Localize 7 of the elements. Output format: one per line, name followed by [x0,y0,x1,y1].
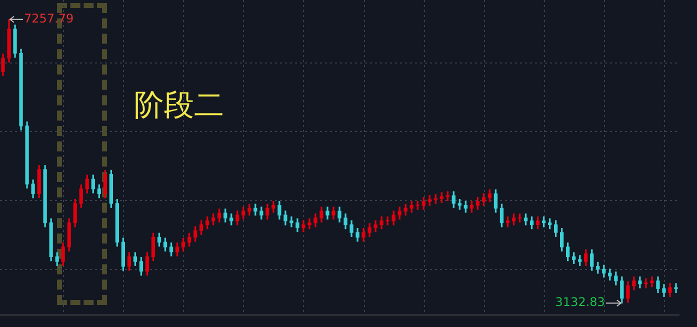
candlestick [674,283,678,294]
annotation: 7257.79 [24,12,74,26]
candlestick [644,278,648,288]
candlestick [650,276,654,288]
annotation: 3132.83 [555,295,605,310]
annotation: 阶段二 [134,88,224,124]
candlestick [386,216,390,226]
